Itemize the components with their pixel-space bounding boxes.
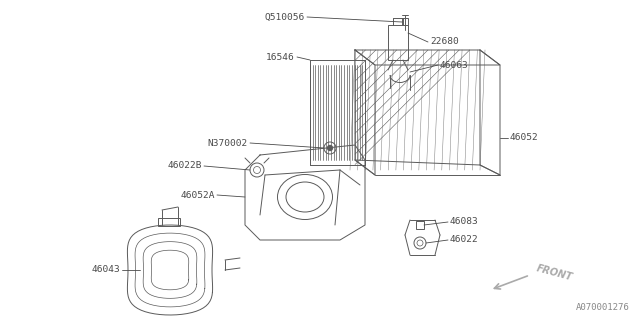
Bar [402, 18, 408, 26]
Text: 16546: 16546 [266, 52, 295, 61]
Circle shape [414, 237, 426, 249]
Text: 22680: 22680 [430, 37, 459, 46]
Text: 46052A: 46052A [180, 190, 215, 199]
Text: 46052: 46052 [510, 133, 539, 142]
Circle shape [250, 163, 264, 177]
Text: 46022B: 46022B [168, 162, 202, 171]
Text: A070001276: A070001276 [576, 303, 630, 312]
Text: 46022: 46022 [450, 236, 479, 244]
Circle shape [324, 142, 336, 154]
Text: 46043: 46043 [92, 266, 120, 275]
Bar [416, 221, 424, 229]
Text: N370002: N370002 [208, 139, 248, 148]
Text: 46083: 46083 [450, 218, 479, 227]
Text: FRONT: FRONT [535, 263, 573, 283]
Text: Q510056: Q510056 [265, 12, 305, 21]
Bar [388, 25, 408, 60]
Circle shape [327, 145, 333, 151]
Bar [158, 218, 180, 226]
Text: 46063: 46063 [440, 60, 468, 69]
Ellipse shape [278, 174, 333, 220]
